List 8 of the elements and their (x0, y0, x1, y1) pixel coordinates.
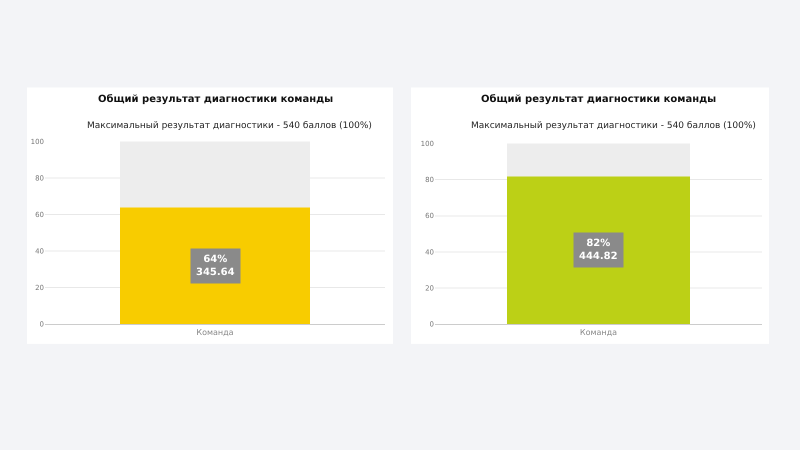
data-label: 82% 444.82 (579, 238, 618, 262)
x-tick-label: Команда (196, 328, 234, 337)
x-tick-label: Команда (580, 328, 618, 337)
data-label: 64% 345.64 (196, 254, 235, 278)
chart-subtitle: Максимальный результат диагностики - 540 баллов (100%) (471, 121, 756, 131)
chart-subtitle: Максимальный результат диагностики - 540 баллов (100%) (87, 121, 372, 131)
chart-title: Общий результат диагностики команды (98, 94, 334, 105)
chart-title: Общий результат диагностики команды (481, 94, 716, 105)
